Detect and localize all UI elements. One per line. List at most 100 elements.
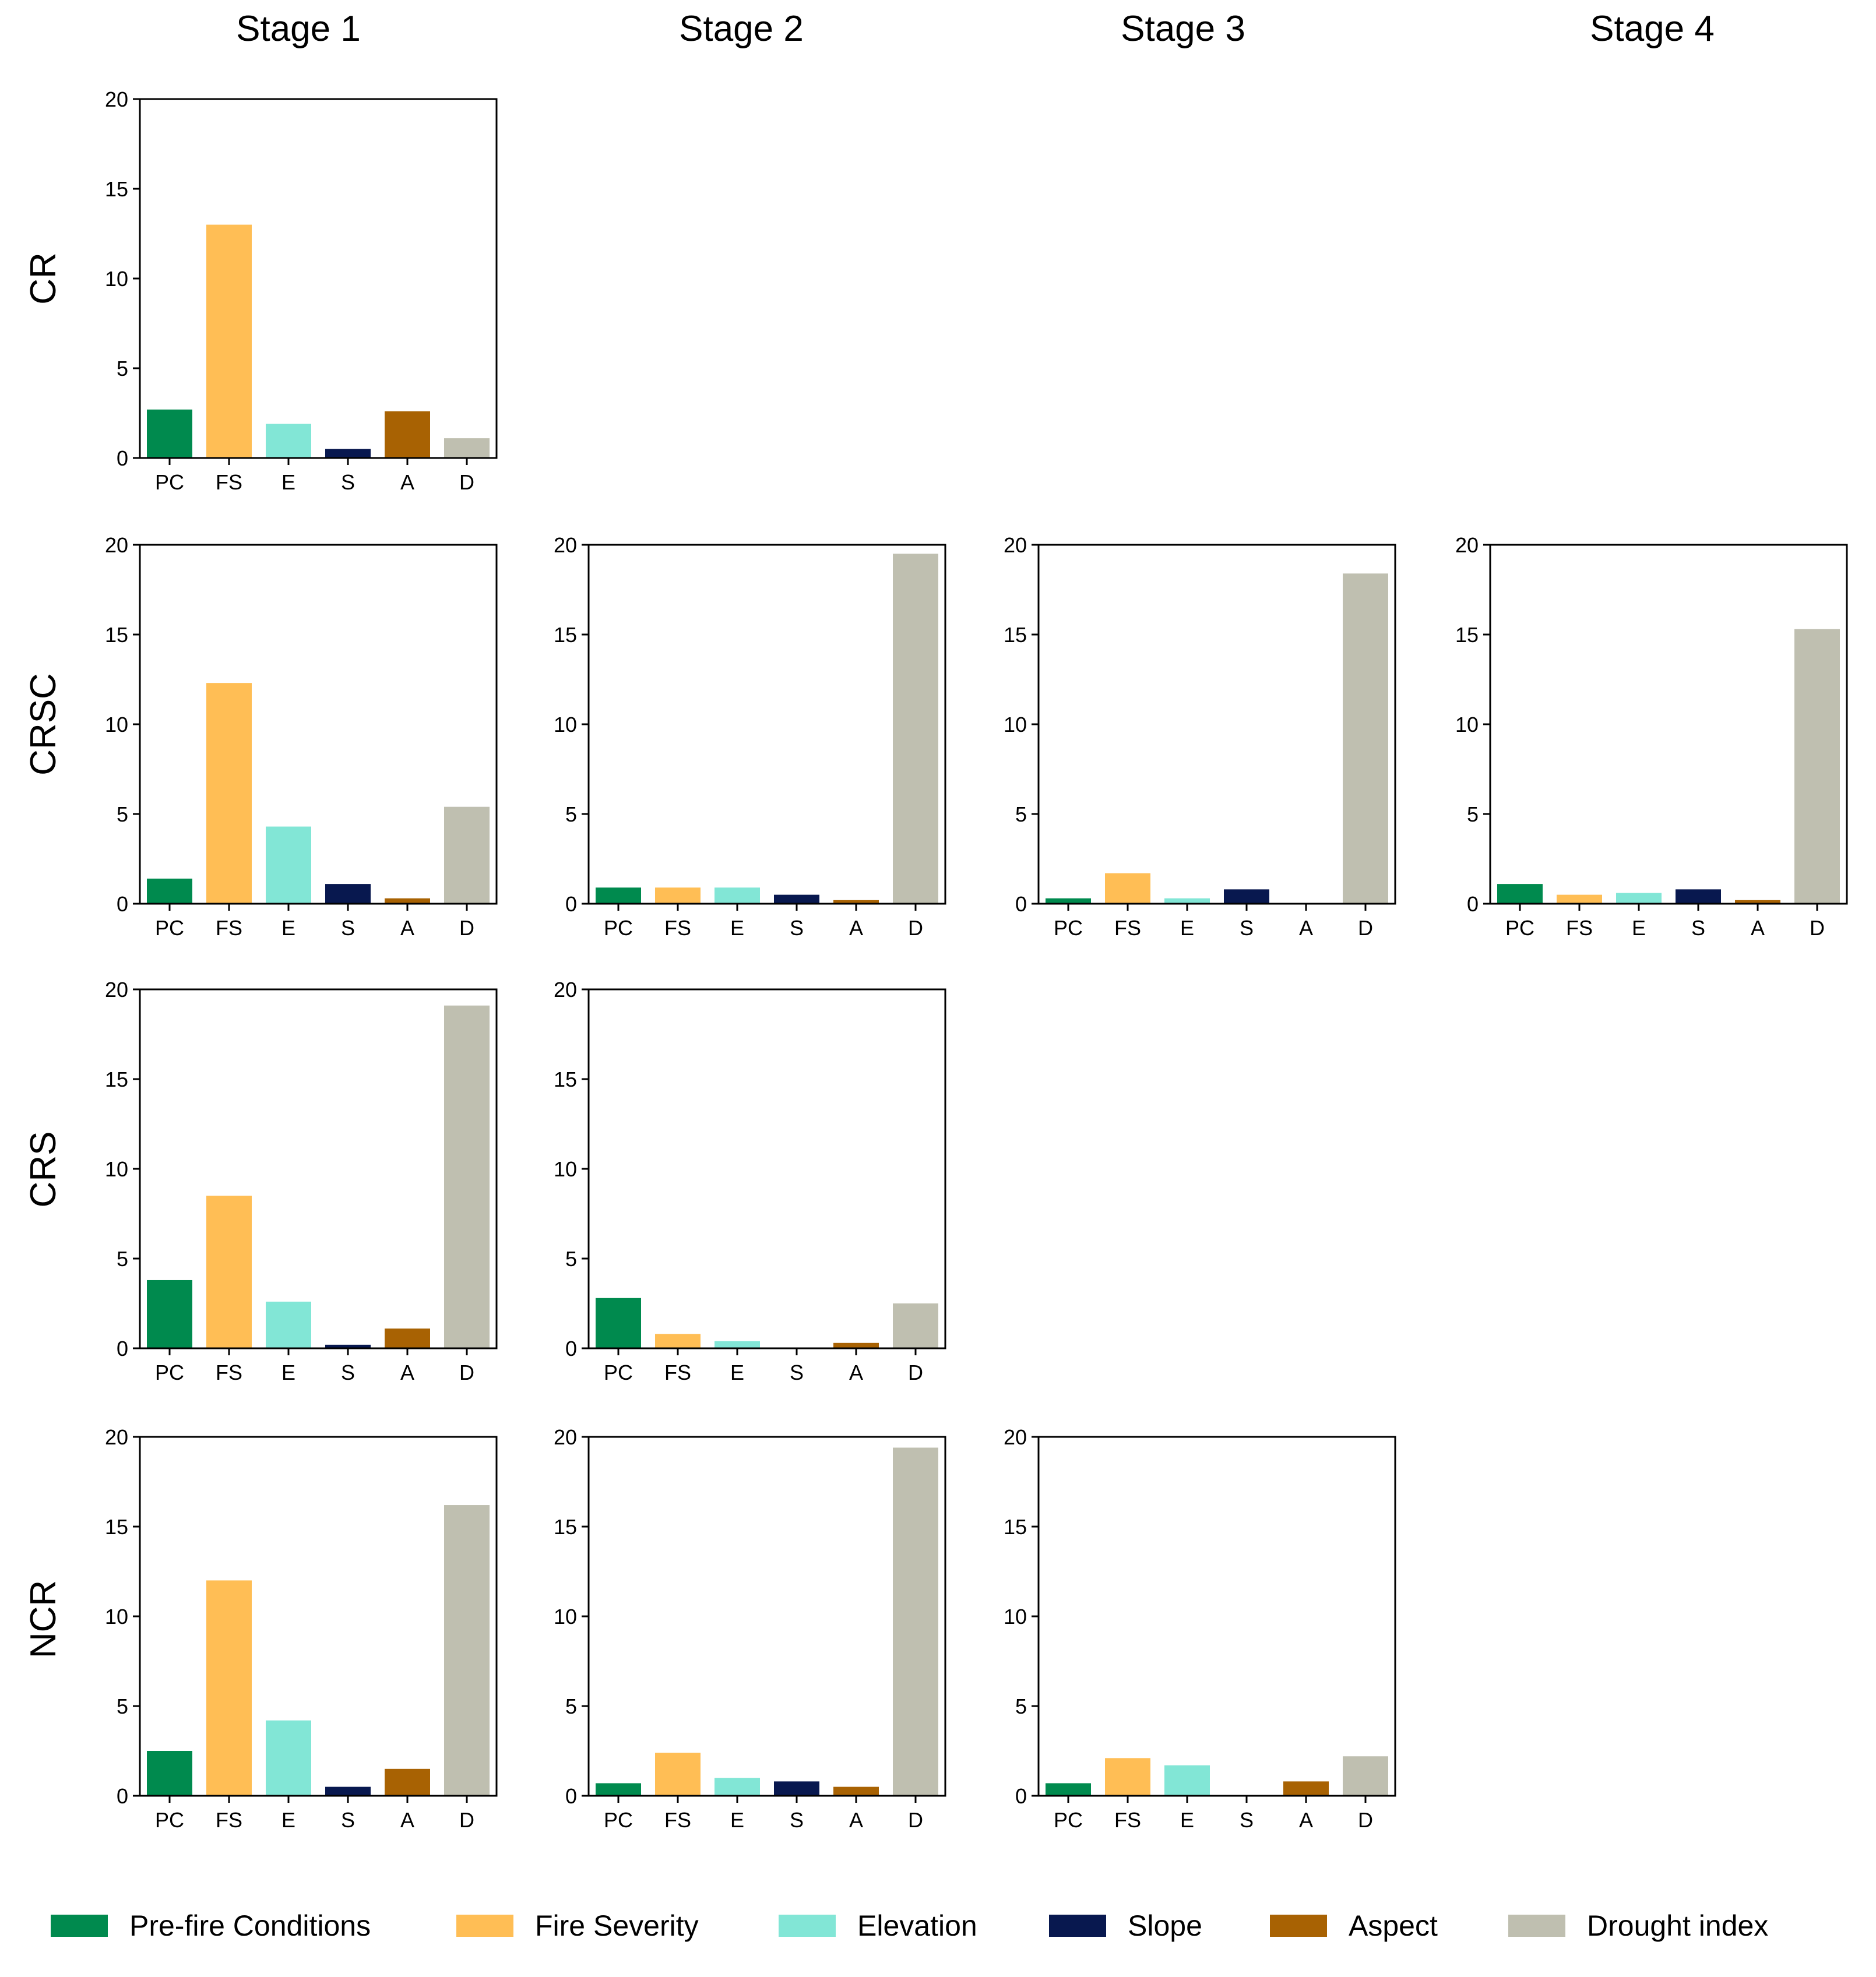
bar-pc bbox=[596, 887, 641, 904]
bar-pc bbox=[147, 1280, 192, 1348]
bar-d bbox=[893, 554, 938, 904]
bar-a bbox=[1735, 900, 1780, 904]
x-tick-label: FS bbox=[664, 916, 691, 940]
y-tick-label: 10 bbox=[554, 1157, 577, 1181]
x-tick-label: S bbox=[790, 1808, 804, 1832]
legend-swatch-e bbox=[779, 1915, 836, 1937]
x-tick-label: A bbox=[1751, 916, 1765, 940]
x-tick-label: PC bbox=[155, 916, 184, 940]
y-tick-label: 10 bbox=[554, 713, 577, 736]
bar-s bbox=[325, 449, 371, 458]
y-tick-label: 5 bbox=[117, 357, 128, 380]
bar-fs bbox=[206, 683, 252, 904]
y-tick-label: 10 bbox=[105, 1157, 128, 1181]
x-tick-label: PC bbox=[604, 1808, 633, 1832]
bar-fs bbox=[655, 1753, 701, 1796]
bar-a bbox=[385, 1768, 430, 1796]
bar-s bbox=[325, 884, 371, 904]
y-tick-label: 15 bbox=[554, 623, 577, 647]
x-tick-label: E bbox=[1180, 916, 1194, 940]
x-tick-label: D bbox=[908, 1361, 923, 1384]
y-tick-label: 15 bbox=[1455, 623, 1479, 647]
x-tick-label: FS bbox=[216, 1361, 242, 1384]
y-tick-label: 5 bbox=[117, 1694, 128, 1718]
panel-crs-stage-1: 0 5 10 15 20 PC FS E S A D bbox=[105, 978, 498, 1384]
y-tick-label: 15 bbox=[105, 1067, 128, 1091]
bar-fs bbox=[655, 887, 701, 904]
x-tick-label: FS bbox=[216, 1808, 242, 1832]
bar-fs bbox=[206, 1196, 252, 1348]
row-title: CRSC bbox=[23, 673, 64, 776]
bar-d bbox=[444, 1505, 490, 1796]
y-tick-label: 10 bbox=[554, 1605, 577, 1629]
bar-a bbox=[1283, 1781, 1329, 1796]
y-tick-label: 20 bbox=[105, 978, 128, 1002]
bar-d bbox=[893, 1447, 938, 1796]
legend-label-s: Slope bbox=[1128, 1909, 1202, 1942]
y-tick-label: 20 bbox=[554, 1425, 577, 1449]
x-tick-label: E bbox=[281, 1808, 295, 1832]
stage-title: Stage 3 bbox=[1121, 9, 1245, 49]
x-tick-label: A bbox=[849, 1808, 863, 1832]
x-tick-label: S bbox=[1240, 916, 1254, 940]
y-tick-label: 20 bbox=[1004, 1425, 1027, 1449]
y-tick-label: 0 bbox=[565, 892, 577, 916]
bar-fs bbox=[1105, 873, 1150, 904]
y-tick-label: 15 bbox=[554, 1067, 577, 1091]
panel-crsc-stage-2: 0 5 10 15 20 PC FS E S A D bbox=[554, 533, 946, 940]
y-tick-label: 0 bbox=[565, 1784, 577, 1808]
y-tick-label: 15 bbox=[1004, 623, 1027, 647]
x-tick-label: A bbox=[400, 470, 414, 494]
plot-frame bbox=[1037, 544, 1396, 905]
x-tick-label: FS bbox=[1114, 1808, 1141, 1832]
x-tick-label: E bbox=[730, 916, 744, 940]
x-tick-label: S bbox=[341, 1808, 355, 1832]
plot-frame bbox=[1037, 1436, 1396, 1797]
legend-label-fs: Fire Severity bbox=[535, 1909, 699, 1942]
x-tick-label: FS bbox=[216, 916, 242, 940]
x-tick-label: E bbox=[1632, 916, 1646, 940]
bar-e bbox=[715, 887, 760, 904]
x-tick-label: E bbox=[730, 1361, 744, 1384]
panel-ncr-stage-3: 0 5 10 15 20 PC FS E S A D bbox=[1004, 1425, 1396, 1832]
plot-frame bbox=[139, 544, 498, 905]
y-tick-label: 20 bbox=[105, 533, 128, 557]
legend-label-d: Drought index bbox=[1587, 1909, 1768, 1942]
plot-frame bbox=[139, 1436, 498, 1797]
panel-crsc-stage-1: 0 5 10 15 20 PC FS E S A D bbox=[105, 533, 498, 940]
legend-label-e: Elevation bbox=[857, 1909, 977, 1942]
bar-fs bbox=[655, 1334, 701, 1348]
panel-crsc-stage-3: 0 5 10 15 20 PC FS E S A D bbox=[1004, 533, 1396, 940]
y-tick-label: 10 bbox=[1004, 713, 1027, 736]
x-tick-label: PC bbox=[1505, 916, 1534, 940]
bar-pc bbox=[1046, 898, 1091, 904]
y-tick-label: 0 bbox=[117, 446, 128, 470]
x-tick-label: E bbox=[281, 470, 295, 494]
y-tick-label: 15 bbox=[1004, 1515, 1027, 1539]
y-tick-label: 5 bbox=[117, 1247, 128, 1271]
x-tick-label: D bbox=[1358, 1808, 1373, 1832]
x-tick-label: D bbox=[459, 916, 474, 940]
bar-e bbox=[266, 826, 311, 904]
bar-e bbox=[715, 1778, 760, 1796]
bar-e bbox=[715, 1341, 760, 1348]
row-title: CRS bbox=[23, 1132, 64, 1208]
x-tick-label: PC bbox=[155, 1361, 184, 1384]
y-tick-label: 0 bbox=[1015, 1784, 1027, 1808]
stage-titles: Stage 1 Stage 2 Stage 3 Stage 4 bbox=[236, 9, 1715, 49]
x-tick-label: A bbox=[849, 916, 863, 940]
x-tick-label: FS bbox=[664, 1808, 691, 1832]
x-tick-label: D bbox=[1810, 916, 1825, 940]
x-tick-label: E bbox=[281, 916, 295, 940]
stage-title: Stage 4 bbox=[1590, 9, 1715, 49]
x-tick-label: PC bbox=[155, 470, 184, 494]
x-tick-label: E bbox=[730, 1808, 744, 1832]
legend-swatch-s bbox=[1049, 1915, 1106, 1937]
bar-pc bbox=[147, 878, 192, 904]
stage-title: Stage 1 bbox=[236, 9, 361, 49]
x-tick-label: FS bbox=[1114, 916, 1141, 940]
panels: 0 5 10 15 20 PC FS E S A D 0 5 10 15 20 PC FS E S A D 0 5 10 15 20… bbox=[105, 87, 1848, 1832]
bar-a bbox=[385, 1328, 430, 1348]
row-title: CR bbox=[23, 252, 64, 305]
x-tick-label: D bbox=[459, 1808, 474, 1832]
